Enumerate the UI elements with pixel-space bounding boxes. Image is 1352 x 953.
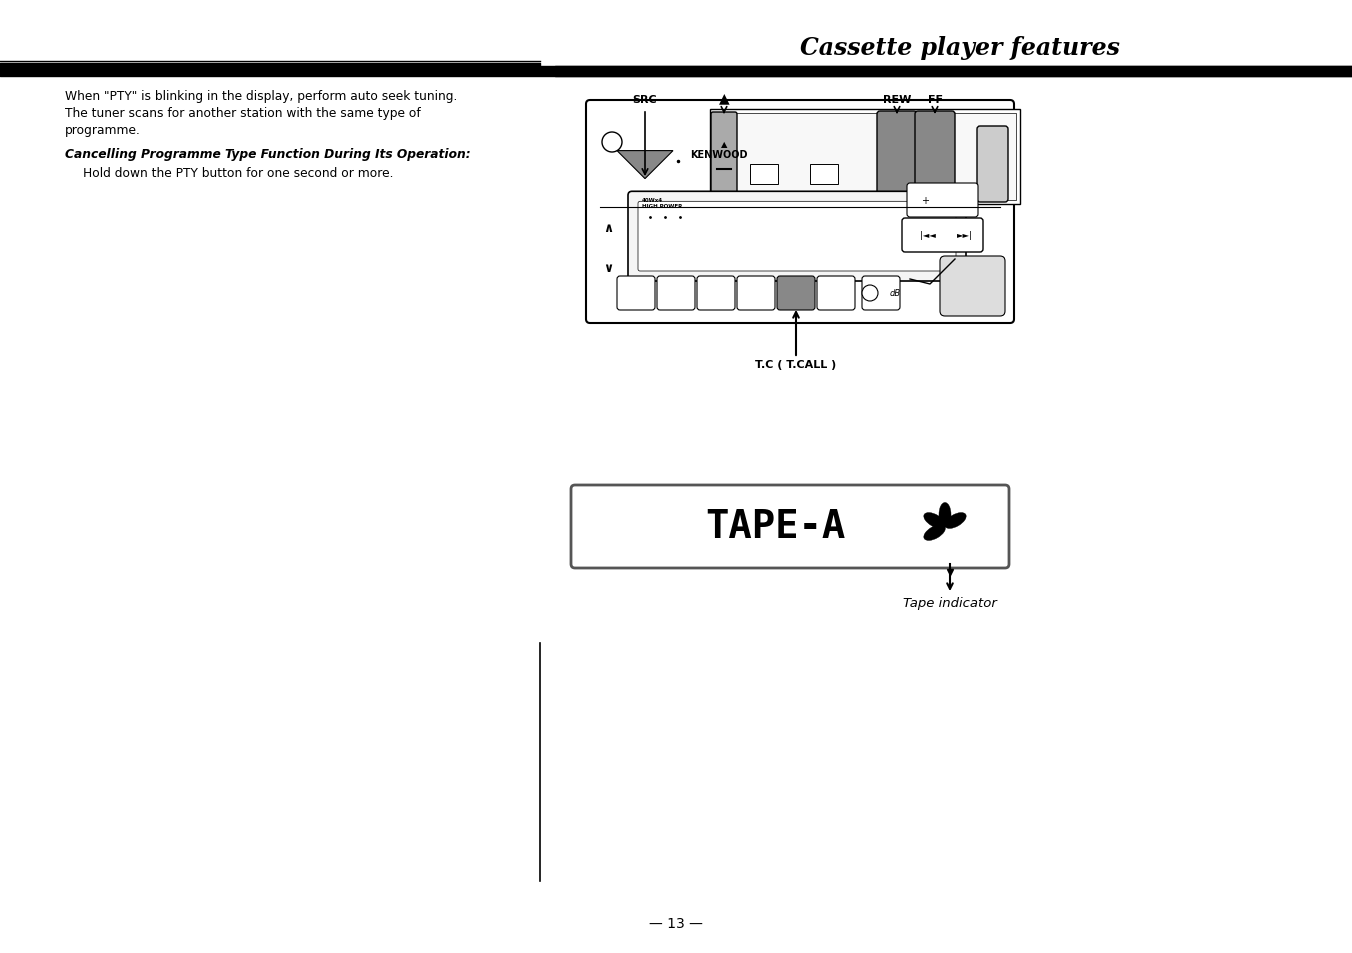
Text: |◄◄: |◄◄ [921,232,936,240]
Text: +: + [921,195,929,206]
FancyBboxPatch shape [863,276,900,311]
Circle shape [863,286,877,302]
Text: REW: REW [883,95,911,105]
FancyBboxPatch shape [698,276,735,311]
FancyBboxPatch shape [907,184,977,218]
Bar [750,165,777,185]
Text: SRC: SRC [633,95,657,105]
FancyBboxPatch shape [977,127,1009,203]
FancyBboxPatch shape [617,276,654,311]
FancyBboxPatch shape [737,276,775,311]
Text: T.C ( T.CALL ): T.C ( T.CALL ) [756,359,837,370]
Bar [710,110,1019,205]
Bar [810,165,838,185]
Text: ∨: ∨ [603,261,612,274]
Ellipse shape [940,503,950,527]
FancyBboxPatch shape [627,193,965,282]
FancyBboxPatch shape [877,112,917,213]
Text: Cassette player features: Cassette player features [800,36,1119,60]
Text: ►►|: ►►| [957,232,973,240]
Polygon shape [617,152,673,179]
Text: dB: dB [890,289,900,298]
Text: TAPE-A: TAPE-A [704,508,845,546]
FancyBboxPatch shape [777,276,815,311]
Bar [714,113,1015,201]
FancyBboxPatch shape [915,112,955,213]
Text: ∧: ∧ [603,221,612,234]
FancyBboxPatch shape [638,202,956,272]
Text: ▲: ▲ [719,91,729,105]
Text: programme.: programme. [65,124,141,137]
Text: ▲: ▲ [721,140,727,149]
Text: Cancelling Programme Type Function During Its Operation:: Cancelling Programme Type Function Durin… [65,148,470,161]
FancyBboxPatch shape [902,219,983,253]
Text: Tape indicator: Tape indicator [903,597,996,609]
Ellipse shape [945,513,967,529]
Text: Hold down the PTY button for one second or more.: Hold down the PTY button for one second … [82,167,393,180]
FancyBboxPatch shape [571,485,1009,568]
Ellipse shape [923,525,945,541]
Text: When "PTY" is blinking in the display, perform auto seek tuning.: When "PTY" is blinking in the display, p… [65,90,457,103]
FancyBboxPatch shape [657,276,695,311]
FancyBboxPatch shape [711,112,737,202]
Text: 40Wx4
HIGH POWER: 40Wx4 HIGH POWER [642,198,683,209]
Ellipse shape [923,513,945,529]
FancyBboxPatch shape [940,256,1005,316]
Text: KENWOOD: KENWOOD [690,150,748,160]
Circle shape [602,132,622,152]
Text: The tuner scans for another station with the same type of: The tuner scans for another station with… [65,107,420,120]
FancyBboxPatch shape [817,276,854,311]
Text: FF: FF [927,95,942,105]
FancyBboxPatch shape [585,101,1014,324]
Text: — 13 —: — 13 — [649,916,703,930]
